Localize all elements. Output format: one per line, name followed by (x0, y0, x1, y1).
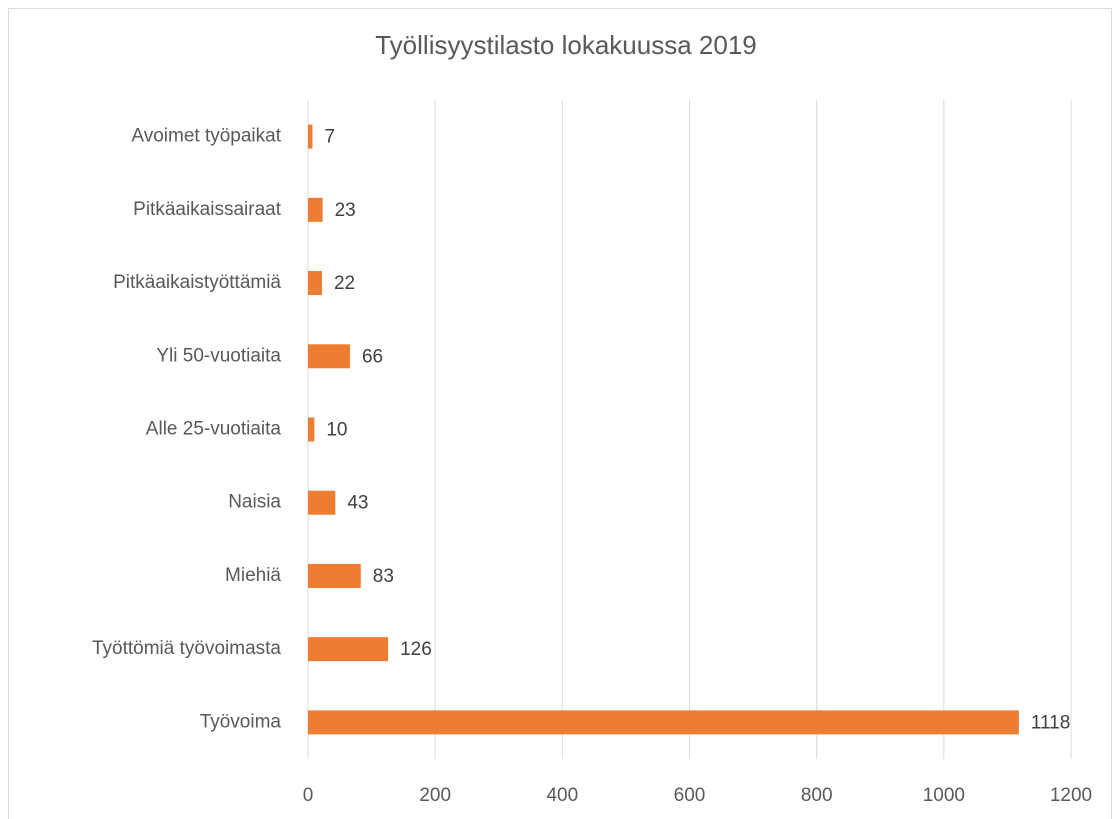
x-tick-label: 200 (419, 785, 451, 806)
y-tick-label: Pitkäaikaistyöttämiä (113, 272, 281, 293)
chart-title: Työllisyystilasto lokakuussa 2019 (375, 30, 757, 60)
y-tick-label: Pitkäaikaissairaat (133, 199, 282, 220)
x-tick-label: 0 (303, 785, 314, 806)
y-tick-label: Yli 50-vuotiaita (156, 345, 281, 366)
bar (308, 637, 389, 662)
bar (308, 490, 336, 515)
x-tick-label: 800 (801, 785, 833, 806)
y-tick-label: Työvoima (200, 711, 282, 732)
data-label: 22 (334, 273, 355, 294)
bar (308, 417, 315, 442)
data-label: 43 (347, 493, 368, 514)
y-tick-label: Alle 25-vuotiaita (146, 419, 282, 440)
x-tick-label: 400 (546, 785, 578, 806)
x-tick-label: 1000 (923, 785, 965, 806)
bar (308, 124, 313, 149)
data-label: 1118 (1031, 712, 1070, 733)
bar (308, 344, 350, 369)
data-label: 23 (335, 200, 356, 221)
y-tick-label: Miehiä (225, 565, 281, 586)
y-tick-label: Avoimet työpaikat (131, 126, 281, 147)
data-label: 83 (373, 566, 394, 587)
bar (308, 710, 1019, 735)
bar (308, 271, 322, 296)
data-label: 126 (400, 639, 432, 660)
bar (308, 563, 361, 588)
y-tick-label: Työttömiä työvoimasta (92, 638, 281, 659)
y-tick-label: Naisia (228, 492, 281, 513)
data-label: 66 (362, 346, 383, 367)
x-tick-label: 600 (674, 785, 706, 806)
data-label: 7 (324, 127, 335, 148)
data-label: 10 (326, 420, 347, 441)
x-tick-label: 1200 (1050, 785, 1092, 806)
bar (308, 197, 323, 222)
chart-border (8, 8, 1112, 819)
